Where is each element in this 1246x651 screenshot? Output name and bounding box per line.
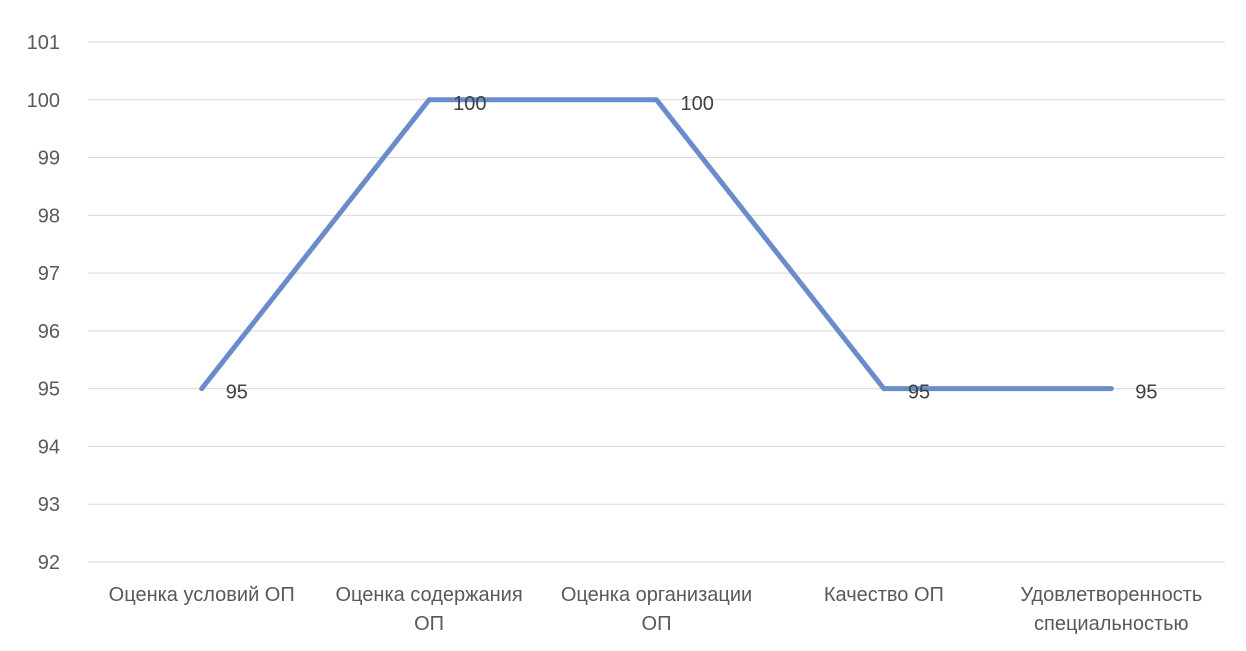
x-category-label: Оценка организации ОП: [561, 584, 752, 635]
grid-lines: [88, 41, 1225, 563]
y-tick-label: 98: [38, 205, 60, 227]
data-point: [656, 99, 657, 101]
x-axis-categories: Оценка условий ОП Оценка содержания ОПОцен…: [109, 584, 1203, 635]
y-tick-label: 94: [38, 436, 60, 458]
x-category-label: Оценка условий ОП: [109, 584, 295, 606]
x-category-label: Удовлетворенность специальностью: [1020, 584, 1202, 635]
x-category-label: Качество ОП: [824, 584, 944, 606]
x-category-label-line: Удовлетворенность: [1020, 584, 1202, 606]
x-category-label-line: Оценка условий ОП: [109, 584, 295, 606]
x-category-label: Оценка содержания ОП: [335, 584, 522, 635]
y-tick-label: 95: [38, 379, 60, 401]
y-tick-label: 97: [38, 263, 60, 285]
x-category-label-line: Качество ОП: [824, 584, 944, 606]
x-category-label-line: ОП: [642, 613, 672, 635]
data-point: [1110, 388, 1112, 390]
data-label: 100: [453, 93, 486, 115]
x-category-label-line: ОП: [414, 613, 444, 635]
x-category-label-line: специальностью: [1034, 613, 1189, 635]
y-tick-label: 96: [38, 321, 60, 343]
data-label: 95: [908, 382, 930, 404]
y-tick-label: 93: [38, 494, 60, 516]
x-category-label-line: Оценка содержания: [335, 584, 522, 606]
data-point: [428, 99, 430, 101]
data-point: [883, 388, 885, 390]
data-label: 100: [681, 93, 714, 115]
y-axis-ticks: 92 93 94 95 96 97 98 99 100 101: [27, 32, 60, 574]
y-tick-label: 101: [27, 32, 60, 54]
series-layer: [199, 97, 1114, 392]
y-tick-label: 99: [38, 148, 60, 170]
y-tick-label: 92: [38, 552, 60, 574]
series-line: [199, 97, 1114, 392]
x-category-label-line: Оценка организации: [561, 584, 752, 606]
data-labels: 95 100 100 95 95: [226, 93, 1158, 404]
data-label: 95: [226, 382, 248, 404]
y-tick-label: 100: [27, 90, 60, 112]
data-point: [201, 388, 203, 390]
data-label: 95: [1135, 382, 1157, 404]
